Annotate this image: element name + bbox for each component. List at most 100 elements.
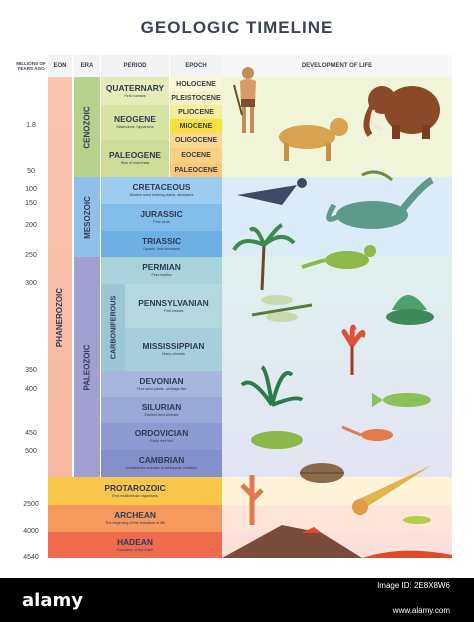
period-triassic: TRIASSIC Cycads, first dinosaurs — [101, 231, 222, 257]
period-quaternary: QUATERNARY First humans — [101, 77, 169, 105]
era-cenozoic: CENOZOIC — [74, 77, 100, 177]
tick-label: 4000 — [23, 528, 39, 535]
period-paleogene-name: PALEOGENE — [109, 150, 161, 161]
human-figure — [233, 67, 256, 133]
watermark-footer: alamy Image ID: 2E8X8W6 www.alamy.com — [0, 578, 474, 622]
eon-archean-name: ARCHEAN — [114, 510, 156, 521]
eon-hadean-name: HADEAN — [117, 536, 153, 547]
header-years: MILLIONS OF YEARS AGO — [16, 61, 46, 71]
illustrations — [222, 67, 452, 558]
tick-label: 500 — [25, 448, 37, 455]
epoch-oligocene: OLIGOCENE — [170, 133, 222, 148]
period-cambrian: CAMBRIAN Invertebrate animals, brachiopo… — [101, 450, 222, 477]
period-paleogene: PALEOGENE Rise of mammals — [101, 140, 169, 177]
header-era: ERA — [74, 55, 100, 77]
tick-label: 2500 — [23, 501, 39, 508]
tick-label: 200 — [25, 222, 37, 229]
header-period: PERIOD — [101, 55, 169, 77]
algae — [403, 516, 431, 524]
tick-label: 350 — [25, 367, 37, 374]
eon-protarozoic-name: PROTAROZOIC — [104, 482, 166, 493]
period-silurian-sub: Earliest land animals — [144, 412, 179, 417]
tick-label: 50 — [27, 168, 35, 175]
stromatolite — [240, 475, 264, 525]
volcano — [222, 525, 452, 558]
period-mississippian-name: MISSISSIPPIAN — [142, 341, 205, 352]
period-jurassic: JURASSIC First birds — [101, 204, 222, 231]
page-title: GEOLOGIC TIMELINE — [140, 18, 334, 37]
tick-label: 150 — [25, 200, 37, 207]
period-pennsylvanian-name: PENNSYLVANIAN — [138, 297, 209, 308]
era-cenozoic-label: CENOZOIC — [82, 105, 92, 149]
period-mississippian-sub: Many crinoids — [162, 352, 185, 357]
tick-label: 250 — [25, 252, 37, 259]
period-silurian-name: SILURIAN — [141, 401, 182, 412]
era-mesozoic-label: MESOZOIC — [82, 195, 92, 239]
epoch-eocene: EOCENE — [170, 148, 222, 163]
image-id: Image ID: 2E8X8W6 — [377, 581, 450, 590]
period-permian-name: PERMIAN — [142, 262, 181, 273]
epoch-pleistocene: PLEISTOCENE — [170, 91, 222, 105]
period-cretaceous-name: CRETACEOUS — [132, 182, 191, 193]
period-jurassic-sub: First birds — [153, 220, 170, 225]
tick-label: 100 — [25, 186, 37, 193]
eon-protarozoic: PROTAROZOIC First multicellular organism… — [48, 477, 222, 505]
period-mississippian: MISSISSIPPIAN Many crinoids — [125, 328, 222, 371]
header-development: DEVELOPMENT OF LIFE — [222, 55, 452, 77]
era-paleozoic: PALEOZOIC — [74, 257, 100, 477]
eon-protarozoic-sub: First multicellular organisms — [112, 493, 158, 498]
era-mesozoic: MESOZOIC — [74, 177, 100, 257]
period-jurassic-name: JURASSIC — [140, 209, 183, 220]
crinoid — [341, 324, 366, 375]
period-ordovician-sub: Early reef fish — [150, 439, 173, 444]
eon-phanerozoic-label: PHANEROZOIC — [55, 287, 65, 348]
period-neogene-name: NEOGENE — [114, 114, 156, 125]
period-pennsylvanian: PENNSYLVANIAN First insects — [125, 284, 222, 328]
era-paleozoic-label: PALEOZOIC — [82, 343, 92, 391]
tick-label: 450 — [25, 430, 37, 437]
cycad-plant — [232, 223, 296, 291]
eon-hadean: HADEAN Formation of the Earth — [48, 532, 222, 558]
saber-tooth-cat — [279, 118, 348, 161]
epoch-holocene: HOLOCENE — [170, 77, 222, 91]
period-devonian-sub: First seed plants, cartilage fish — [136, 386, 187, 391]
period-pennsylvanian-sub: First insects — [163, 308, 184, 313]
period-triassic-sub: Cycads, first dinosaurs — [142, 246, 181, 251]
period-ordovician: ORDOVICIAN Early reef fish — [101, 423, 222, 450]
period-devonian: DEVONIAN First seed plants, cartilage fi… — [101, 371, 222, 397]
period-carboniferous-name: CARBONIFEROUS — [108, 295, 118, 360]
lobe-finned-fish — [372, 393, 431, 407]
tick-label: 400 — [25, 386, 37, 393]
period-silurian: SILURIAN Earliest land animals — [101, 397, 222, 423]
sea-scorpion — [341, 425, 393, 441]
period-devonian-name: DEVONIAN — [139, 375, 184, 386]
period-quaternary-sub: First humans — [124, 93, 146, 98]
eon-archean: ARCHEAN The beginning of the formation o… — [48, 505, 222, 532]
period-triassic-name: TRIASSIC — [141, 235, 182, 246]
period-cambrian-sub: Invertebrate animals, brachiopods, trilo… — [125, 466, 198, 471]
nautiloid — [352, 465, 432, 515]
period-ordovician-name: ORDOVICIAN — [134, 428, 189, 439]
theropod-dinosaur — [301, 245, 376, 269]
period-permian: PERMIAN First reptiles — [101, 257, 222, 284]
dimetrodon — [386, 295, 434, 325]
ancient-fish — [251, 431, 303, 449]
flowering-plant — [361, 159, 395, 182]
dragonfly — [251, 295, 313, 322]
fern-plant — [240, 365, 304, 407]
eon-hadean-sub: Formation of the Earth — [116, 547, 154, 552]
period-paleogene-sub: Rise of mammals — [120, 161, 150, 166]
epoch-miocene: MIOCENE — [170, 119, 222, 133]
period-quaternary-name: QUATERNARY — [105, 82, 165, 93]
header-epoch: EPOCH — [170, 55, 222, 77]
epoch-paleocene: PALEOCENE — [170, 163, 222, 177]
header-eon: EON — [48, 55, 72, 77]
alamy-logo: alamy — [22, 590, 83, 611]
archaeopteryx — [237, 178, 307, 205]
sauropod — [326, 176, 434, 229]
period-cambrian-name: CAMBRIAN — [138, 455, 185, 466]
period-cretaceous-sub: Modern seed bearing plants, dinosaurs — [129, 193, 194, 198]
period-permian-sub: First reptiles — [151, 273, 172, 278]
period-neogene: NEOGENE Mastodons, hipparions — [101, 105, 169, 140]
watermark-url: www.alamy.com — [392, 606, 450, 615]
